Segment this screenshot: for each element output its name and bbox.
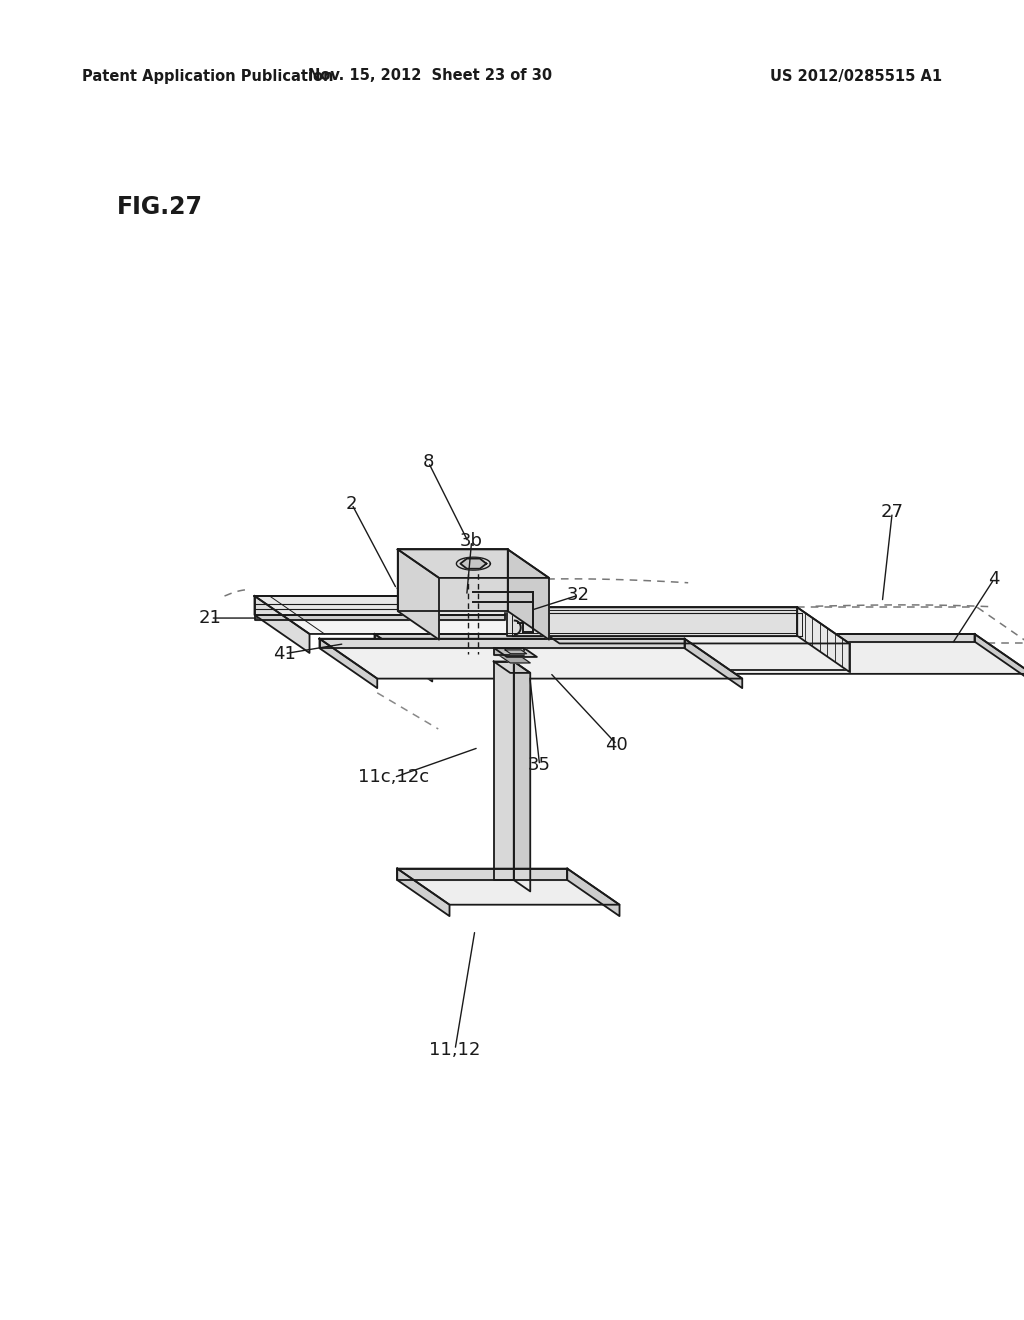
Polygon shape: [494, 661, 514, 880]
Text: 21: 21: [199, 609, 222, 627]
Polygon shape: [319, 639, 377, 688]
Polygon shape: [684, 639, 742, 688]
Polygon shape: [461, 558, 486, 569]
Polygon shape: [397, 549, 549, 578]
Polygon shape: [514, 661, 530, 891]
Polygon shape: [397, 549, 439, 640]
Polygon shape: [507, 607, 850, 643]
Text: Nov. 15, 2012  Sheet 23 of 30: Nov. 15, 2012 Sheet 23 of 30: [308, 69, 552, 83]
Polygon shape: [798, 607, 850, 672]
Polygon shape: [494, 661, 530, 673]
Polygon shape: [495, 648, 524, 655]
Text: 2: 2: [346, 495, 357, 513]
Polygon shape: [567, 869, 620, 916]
Polygon shape: [507, 607, 798, 636]
Polygon shape: [495, 648, 537, 657]
Polygon shape: [255, 595, 559, 634]
Text: 32: 32: [566, 586, 590, 605]
Polygon shape: [375, 634, 432, 681]
Polygon shape: [505, 649, 526, 653]
Polygon shape: [319, 639, 684, 648]
Polygon shape: [397, 869, 567, 880]
Polygon shape: [255, 595, 505, 615]
Text: Patent Application Publication: Patent Application Publication: [82, 69, 334, 83]
Polygon shape: [375, 634, 1024, 673]
Polygon shape: [397, 549, 508, 611]
Polygon shape: [397, 869, 620, 904]
Text: 4: 4: [988, 570, 999, 589]
Text: 40: 40: [605, 735, 629, 754]
Polygon shape: [508, 549, 549, 640]
Text: 35: 35: [528, 756, 551, 775]
Text: 3b: 3b: [460, 532, 483, 550]
Text: US 2012/0285515 A1: US 2012/0285515 A1: [770, 69, 942, 83]
Text: 27: 27: [881, 503, 904, 521]
Polygon shape: [375, 634, 975, 642]
Polygon shape: [975, 634, 1024, 681]
Polygon shape: [500, 655, 530, 663]
Text: FIG.27: FIG.27: [117, 195, 203, 219]
Polygon shape: [255, 615, 505, 619]
Polygon shape: [397, 869, 450, 916]
Polygon shape: [255, 595, 309, 653]
Text: 8: 8: [423, 453, 434, 471]
Text: 11c,12c: 11c,12c: [358, 768, 429, 787]
Polygon shape: [557, 642, 847, 671]
Text: 11,12: 11,12: [429, 1041, 480, 1059]
Polygon shape: [319, 639, 742, 678]
Text: 41: 41: [273, 644, 296, 663]
